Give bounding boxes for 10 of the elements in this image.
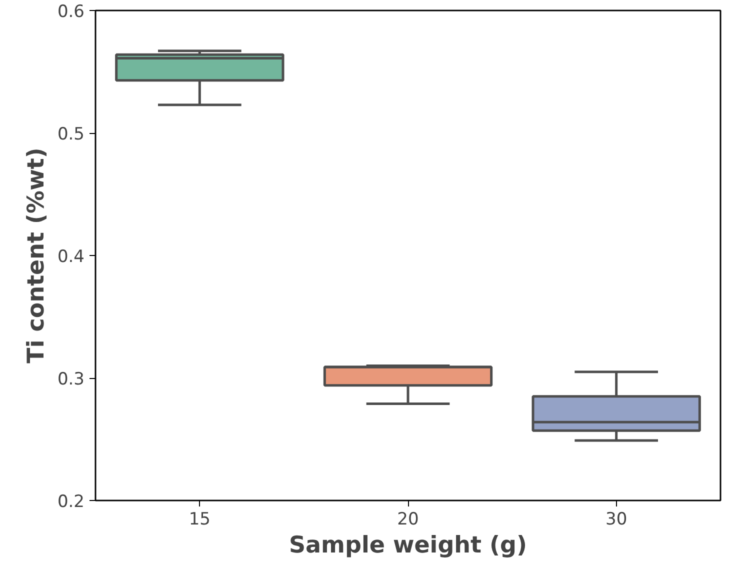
x-tick-label: 30 — [606, 510, 628, 530]
x-tick-label: 15 — [188, 510, 210, 530]
x-tick-label: 20 — [397, 510, 419, 530]
y-tick-label: 0.2 — [57, 492, 85, 512]
y-tick-label: 0.6 — [57, 2, 85, 22]
y-axis-title: Ti content (%wt) — [23, 148, 50, 364]
y-tick-label: 0.3 — [57, 370, 85, 390]
y-tick-label: 0.5 — [57, 124, 85, 144]
y-tick-label: 0.4 — [57, 247, 85, 267]
x-axis-title: Sample weight (g) — [288, 532, 528, 558]
